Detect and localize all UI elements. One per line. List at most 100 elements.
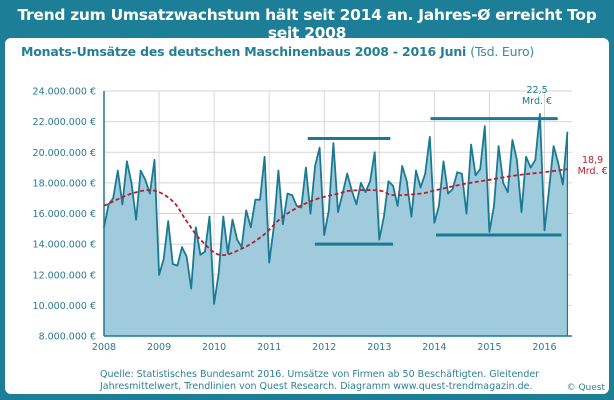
data-point xyxy=(208,215,211,218)
data-point xyxy=(268,261,270,264)
data-point xyxy=(470,143,472,146)
data-point xyxy=(277,169,280,172)
data-point xyxy=(511,139,514,141)
annotation-average-value: 18,9 xyxy=(582,155,603,166)
data-point xyxy=(465,212,468,215)
data-point xyxy=(121,203,124,206)
data-point xyxy=(406,180,408,183)
data-point xyxy=(534,159,537,161)
data-point xyxy=(479,168,482,170)
data-point xyxy=(442,160,445,163)
data-point xyxy=(190,287,192,290)
data-point xyxy=(254,198,257,201)
data-point xyxy=(438,205,440,207)
chart-headline: Trend zum Umsatzwachstum hält seit 2014 … xyxy=(17,6,597,42)
data-point xyxy=(539,113,541,115)
data-point xyxy=(291,194,293,196)
source-line-1: Quelle: Statistisches Bundesamt 2016. Um… xyxy=(100,369,540,380)
data-point xyxy=(231,218,234,221)
annotation-average-unit: Mrd. € xyxy=(578,166,608,177)
data-point xyxy=(419,186,422,189)
data-point xyxy=(520,211,523,213)
data-point xyxy=(286,192,289,195)
data-point xyxy=(415,169,417,172)
x-tick-label: 2008 xyxy=(92,342,116,353)
data-point xyxy=(456,171,459,173)
moving-average-line xyxy=(103,168,568,257)
data-point xyxy=(360,182,362,184)
x-tick-label: 2010 xyxy=(202,342,226,353)
data-point xyxy=(502,182,504,184)
data-point xyxy=(272,226,275,229)
x-tick-label: 2014 xyxy=(422,342,446,353)
data-point xyxy=(378,238,381,241)
data-point xyxy=(424,172,426,175)
data-point xyxy=(346,172,348,175)
data-point xyxy=(199,254,202,256)
y-tick-label: 24.000.000 € xyxy=(33,87,96,98)
data-point xyxy=(263,156,266,158)
data-point xyxy=(194,226,197,229)
data-point xyxy=(227,252,229,255)
data-point xyxy=(126,160,128,163)
x-tick-label: 2009 xyxy=(147,342,171,353)
data-point xyxy=(222,215,225,218)
data-point xyxy=(213,303,215,305)
y-tick-label: 22.000.000 € xyxy=(33,117,96,128)
y-tick-label: 18.000.000 € xyxy=(33,178,96,189)
data-point xyxy=(392,185,394,187)
y-tick-label: 16.000.000 € xyxy=(33,209,96,220)
data-point xyxy=(474,174,477,177)
x-tick-label: 2015 xyxy=(477,342,501,353)
revenue-area xyxy=(104,114,568,336)
data-point xyxy=(107,203,110,206)
data-point xyxy=(337,211,339,213)
x-tick-label: 2011 xyxy=(257,342,281,353)
data-point xyxy=(562,183,564,186)
subtitle-unit: (Tsd. Euro) xyxy=(470,44,535,59)
data-point xyxy=(259,198,261,201)
data-point xyxy=(204,250,206,253)
data-point xyxy=(323,234,326,236)
data-point xyxy=(295,205,298,207)
data-point xyxy=(428,136,431,138)
data-point xyxy=(300,206,303,209)
data-point xyxy=(484,125,486,128)
data-point xyxy=(548,188,550,190)
data-point xyxy=(364,191,367,193)
data-point xyxy=(250,226,252,229)
data-point xyxy=(162,258,165,261)
y-tick-label: 10.000.000 € xyxy=(33,301,96,312)
x-tick-label: 2012 xyxy=(312,342,336,353)
data-point xyxy=(305,166,307,169)
data-point xyxy=(401,165,404,167)
data-point xyxy=(355,203,358,206)
data-point xyxy=(172,263,174,265)
data-point xyxy=(493,205,495,207)
y-tick-label: 12.000.000 € xyxy=(33,270,96,281)
chart-subtitle: Monats-Umsätze des deutschen Maschinenba… xyxy=(21,44,534,59)
annotation-peak-unit: Mrd. € xyxy=(522,96,552,107)
data-point xyxy=(282,223,284,226)
data-point xyxy=(130,182,133,184)
data-point xyxy=(557,162,560,164)
data-point xyxy=(497,145,500,147)
data-point xyxy=(332,142,335,144)
data-point xyxy=(309,212,312,215)
revenue-line xyxy=(103,113,569,305)
data-point xyxy=(153,159,156,161)
data-point xyxy=(516,159,518,161)
chart-panel: Monats-Umsätze des deutschen Maschinenba… xyxy=(5,38,609,394)
x-tick-label: 2016 xyxy=(532,342,556,353)
source-line-2: Jahresmittelwert, Trendlinien von Quest … xyxy=(100,381,533,392)
data-point xyxy=(144,179,147,181)
data-point xyxy=(552,145,555,147)
y-tick-label: 20.000.000 € xyxy=(33,148,96,159)
data-point xyxy=(350,189,353,192)
y-tick-label: 8.000.000 € xyxy=(39,332,96,343)
y-tick-label: 14.000.000 € xyxy=(33,240,96,251)
data-point xyxy=(185,255,188,258)
data-point xyxy=(318,146,321,149)
data-point xyxy=(525,156,527,158)
